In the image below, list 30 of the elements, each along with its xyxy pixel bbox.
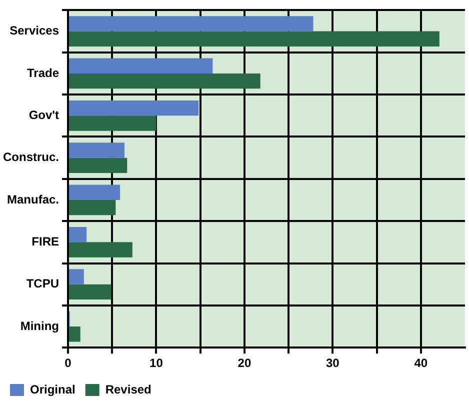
- y-tick-label: Trade: [26, 66, 60, 80]
- bar: [69, 58, 213, 74]
- legend-label: Original: [30, 382, 76, 396]
- bar: [69, 31, 440, 46]
- x-tick-label: 0: [64, 356, 72, 370]
- legend-label: Revised: [105, 382, 152, 396]
- x-tick-label: 20: [238, 356, 252, 370]
- bar: [69, 184, 120, 200]
- bar: [69, 326, 80, 342]
- bar: [69, 284, 112, 300]
- bar: [69, 158, 128, 173]
- bar: [69, 73, 260, 89]
- y-tick-label: Manufac.: [6, 192, 60, 206]
- bar: [69, 116, 156, 131]
- y-tick-label: Mining: [20, 318, 60, 333]
- y-tick-label: TCPU: [26, 276, 60, 291]
- y-tick-label: Gov't: [28, 108, 60, 122]
- y-tick-label: FIRE: [32, 234, 60, 248]
- bar: [69, 269, 84, 284]
- bar: [69, 200, 116, 216]
- x-tick-label: 10: [150, 356, 164, 370]
- x-tick-label: 30: [326, 356, 340, 370]
- bar: [69, 142, 124, 158]
- bar: [69, 100, 199, 116]
- bar: [69, 16, 314, 32]
- bar: [69, 242, 132, 258]
- y-tick-label: Construc.: [2, 150, 60, 164]
- y-tick-label: Services: [10, 24, 60, 38]
- bar: [69, 226, 87, 242]
- x-tick-label: 40: [414, 356, 428, 370]
